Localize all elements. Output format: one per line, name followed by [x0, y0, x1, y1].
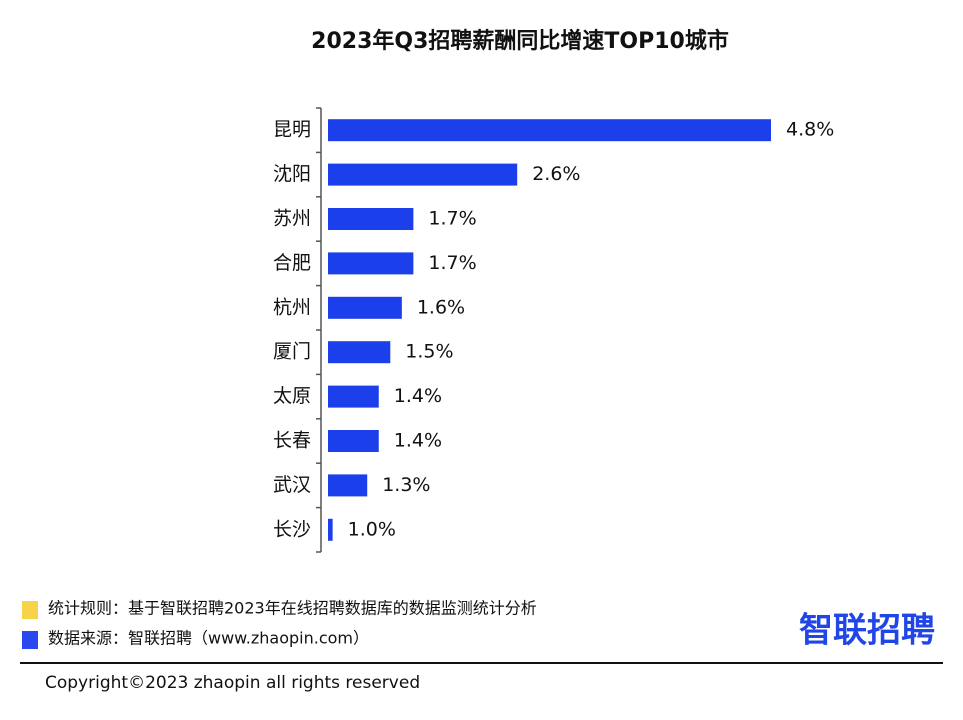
note-swatch	[22, 631, 38, 649]
value-label: 1.7%	[428, 208, 476, 230]
y-tick-label: 苏州	[273, 208, 311, 230]
value-label: 1.7%	[428, 252, 476, 274]
bar	[328, 341, 391, 364]
y-tick-label: 长沙	[273, 518, 311, 540]
y-tick-label: 昆明	[273, 119, 311, 141]
y-tick-label: 长春	[273, 430, 311, 452]
y-tick-label: 沈阳	[273, 163, 311, 185]
chart-title: 2023年Q3招聘薪酬同比增速TOP10城市	[311, 28, 729, 54]
value-label: 1.0%	[348, 518, 396, 540]
copyright: Copyright©2023 zhaopin all rights reserv…	[45, 673, 420, 693]
bar	[328, 385, 379, 408]
value-label: 1.4%	[394, 430, 442, 452]
value-label: 2.6%	[532, 163, 580, 185]
note: 数据来源：智联招聘（www.zhaopin.com）	[48, 629, 369, 648]
y-tick-label: 太原	[273, 385, 311, 407]
logo: 智联招聘	[799, 611, 935, 651]
bar	[328, 252, 414, 275]
value-label: 4.8%	[786, 119, 834, 141]
value-label: 1.4%	[394, 385, 442, 407]
value-label: 1.5%	[405, 341, 453, 363]
y-tick-label: 厦门	[273, 341, 311, 363]
note-swatch	[22, 601, 38, 619]
value-label: 1.3%	[382, 474, 430, 496]
bar	[328, 163, 518, 186]
bar	[328, 430, 379, 452]
bar	[328, 119, 771, 142]
y-tick-label: 武汉	[273, 474, 311, 496]
bar	[328, 518, 333, 541]
value-label: 1.6%	[417, 296, 465, 318]
y-tick-label: 合肥	[273, 252, 311, 274]
bar	[328, 296, 402, 319]
note: 统计规则：基于智联招聘2023年在线招聘数据库的数据监测统计分析	[48, 599, 537, 618]
bar	[328, 208, 414, 230]
y-tick-label: 杭州	[273, 296, 311, 318]
bar	[328, 474, 368, 497]
